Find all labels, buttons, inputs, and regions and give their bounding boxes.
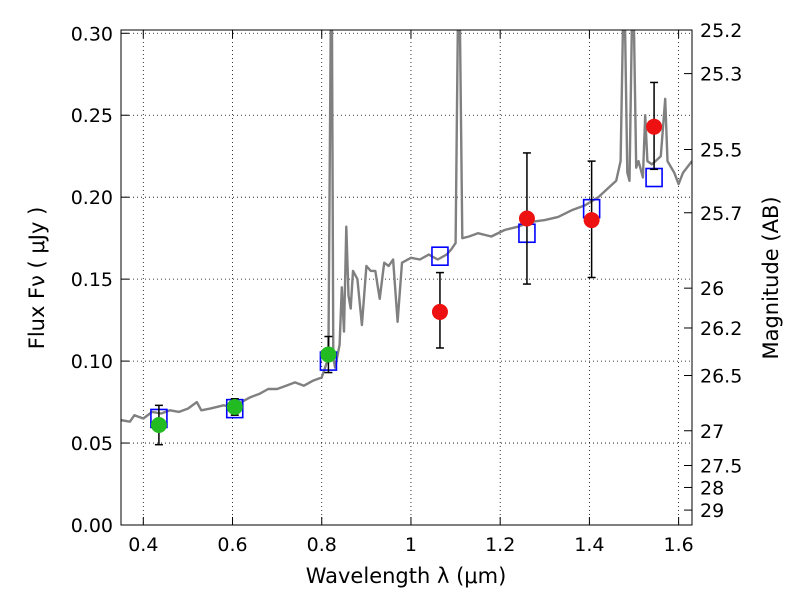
model-spectrum-line [121, 30, 692, 423]
y-tick-label: 0.15 [71, 269, 113, 291]
right-tick-label: 26.2 [700, 318, 742, 340]
observed-nir-point [646, 118, 663, 135]
y-axis-label-right: Magnitude (AB) [759, 196, 783, 359]
model-photometry-square [431, 246, 449, 266]
x-axis-ticks: 0.4 0.6 0.8 1 1.2 1.4 1.6 [128, 30, 694, 556]
right-tick-label: 29 [700, 500, 724, 522]
x-tick-label: 0.6 [217, 534, 247, 556]
y-tick-label: 0.05 [71, 433, 113, 455]
y-tick-label: 0.30 [71, 23, 113, 45]
plot-frame [120, 29, 693, 526]
right-tick-label: 25.3 [700, 64, 742, 86]
x-tick-label: 1.6 [664, 534, 694, 556]
right-tick-label: 25.2 [700, 20, 742, 42]
observed-optical-point [150, 417, 167, 434]
right-tick-label: 27.5 [700, 456, 742, 478]
x-tick-label: 1 [405, 534, 417, 556]
x-axis-label: Wavelength λ (μm) [306, 564, 507, 588]
right-tick-label: 26.5 [700, 366, 742, 388]
observed-nir-point [518, 210, 535, 227]
right-tick-label: 25.5 [700, 139, 742, 161]
error-bars [154, 81, 659, 446]
y-axis-label-left: Flux Fν ( μJy ) [25, 207, 49, 350]
right-tick-label: 25.7 [700, 203, 742, 225]
x-tick-label: 1.2 [485, 534, 515, 556]
model-photometry-squares [150, 167, 663, 429]
observed-optical-point [320, 346, 337, 363]
x-tick-label: 0.8 [307, 534, 337, 556]
model-photometry-square [645, 167, 663, 188]
observed-optical-point [226, 398, 243, 415]
x-tick-label: 0.4 [128, 534, 158, 556]
observed-points [150, 118, 663, 434]
y-tick-label: 0.00 [71, 515, 113, 537]
right-tick-label: 28 [700, 477, 724, 499]
right-tick-label: 26 [700, 278, 724, 300]
x-tick-label: 1.4 [574, 534, 604, 556]
y-axis-ticks: 0.00 0.05 0.10 0.15 0.20 0.25 0.30 [71, 23, 129, 537]
observed-nir-point [431, 303, 448, 320]
y-tick-label: 0.25 [71, 105, 113, 127]
grid-lines [121, 30, 692, 526]
observed-nir-point [583, 212, 600, 229]
y-tick-label: 0.10 [71, 351, 113, 373]
y-tick-label: 0.20 [71, 187, 113, 209]
right-tick-label: 27 [700, 421, 724, 443]
